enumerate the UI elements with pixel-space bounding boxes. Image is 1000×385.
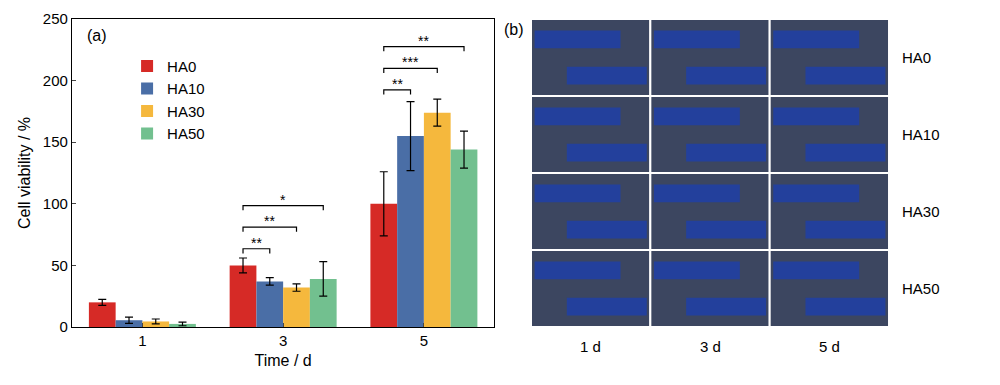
svg-text:**: ** xyxy=(418,33,429,49)
svg-text:(a): (a) xyxy=(87,27,107,44)
svg-text:HA10: HA10 xyxy=(902,126,940,143)
svg-text:HA0: HA0 xyxy=(902,49,931,66)
svg-text:HA10: HA10 xyxy=(167,80,205,97)
svg-text:Time / d: Time / d xyxy=(255,352,312,369)
svg-text:200: 200 xyxy=(43,72,68,89)
svg-text:Cell viability / %: Cell viability / % xyxy=(16,117,33,229)
svg-text:5 d: 5 d xyxy=(819,338,840,355)
svg-text:1: 1 xyxy=(138,332,146,349)
svg-text:*: * xyxy=(280,192,286,208)
svg-text:HA30: HA30 xyxy=(902,203,940,220)
svg-text:250: 250 xyxy=(43,10,68,27)
svg-text:0: 0 xyxy=(60,318,68,335)
svg-text:100: 100 xyxy=(43,195,68,212)
svg-text:150: 150 xyxy=(43,133,68,150)
svg-text:HA30: HA30 xyxy=(167,103,205,120)
svg-text:**: ** xyxy=(392,76,403,92)
svg-text:**: ** xyxy=(251,235,262,251)
svg-text:HA0: HA0 xyxy=(167,58,196,75)
svg-text:(b): (b) xyxy=(504,21,524,38)
svg-text:1 d: 1 d xyxy=(580,338,601,355)
svg-text:3: 3 xyxy=(279,332,287,349)
svg-text:3 d: 3 d xyxy=(700,338,721,355)
svg-text:HA50: HA50 xyxy=(167,125,205,142)
svg-text:50: 50 xyxy=(51,257,68,274)
svg-text:***: *** xyxy=(402,54,419,70)
svg-text:HA50: HA50 xyxy=(902,280,940,297)
svg-text:5: 5 xyxy=(420,332,428,349)
svg-text:**: ** xyxy=(264,213,275,229)
